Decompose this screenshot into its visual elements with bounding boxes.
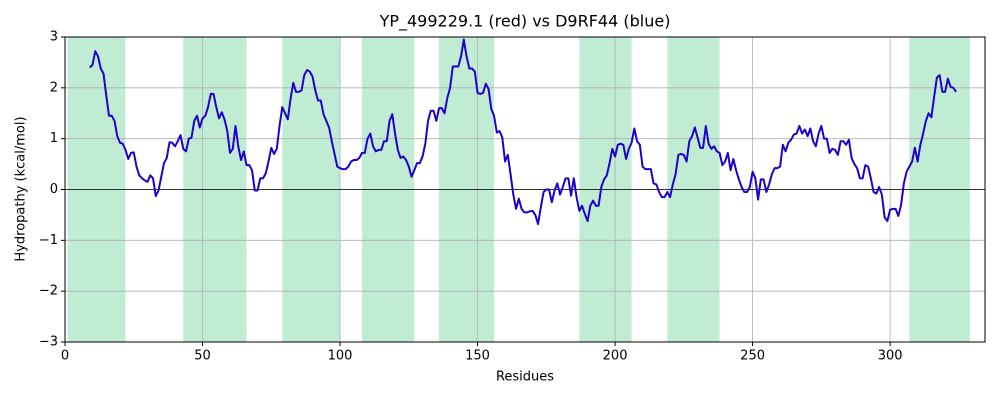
- x-tick-label: 100: [328, 349, 353, 364]
- hydropathy-line: [89, 38, 957, 226]
- y-tick-label: 1: [50, 131, 58, 146]
- chart-title: YP_499229.1 (red) vs D9RF44 (blue): [379, 12, 671, 32]
- x-axis-label: Residues: [496, 370, 554, 385]
- x-tick-label: 50: [194, 349, 211, 364]
- y-tick-label: −3: [39, 335, 58, 350]
- y-axis-label: Hydropathy (kcal/mol): [14, 116, 29, 261]
- y-tick-label: −1: [39, 233, 58, 248]
- y-tick-label: 0: [50, 182, 58, 197]
- x-tick-label: 200: [603, 349, 628, 364]
- x-tick-label: 250: [740, 349, 765, 364]
- x-tick-label: 300: [878, 349, 903, 364]
- y-tick-label: −2: [39, 284, 58, 299]
- x-tick-label: 150: [465, 349, 490, 364]
- y-tick-label: 3: [50, 30, 58, 45]
- y-tick-label: 2: [50, 80, 58, 95]
- plot-frame: [64, 36, 986, 343]
- x-tick-label: 0: [61, 349, 69, 364]
